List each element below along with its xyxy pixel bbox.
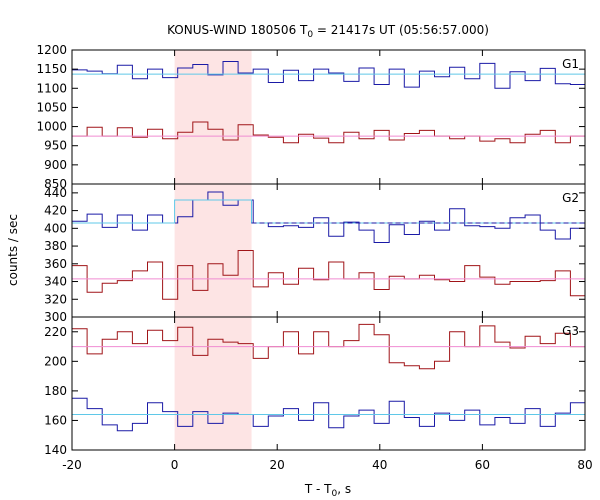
y-tick-label-g2-420: 420 — [44, 204, 67, 218]
y-tick-label-g1-1000: 1000 — [36, 120, 67, 134]
series-g1-blue-0 — [72, 61, 585, 89]
y-tick-label-g2-340: 340 — [44, 275, 67, 289]
y-tick-label-g1-1100: 1100 — [36, 81, 67, 95]
y-tick-label-g1-850: 850 — [44, 177, 67, 191]
y-tick-label-g2-300: 300 — [44, 310, 67, 324]
y-tick-label-g1-1050: 1050 — [36, 100, 67, 114]
y-tick-label-g3-140: 140 — [44, 443, 67, 457]
series-g2-red-1 — [72, 250, 585, 300]
y-tick-label-g2-400: 400 — [44, 221, 67, 235]
x-tick-label-40: 40 — [372, 458, 387, 472]
y-tick-label-g1-1150: 1150 — [36, 62, 67, 76]
panel-label-g1: G1 — [562, 57, 579, 71]
y-tick-label-g2-320: 320 — [44, 292, 67, 306]
y-axis-label: counts / sec — [6, 214, 20, 286]
series-g3-blue-1 — [72, 397, 585, 432]
chart-title: KONUS-WIND 180506 T0 = 21417s UT (05:56:… — [167, 23, 489, 40]
y-tick-label-g3-220: 220 — [44, 325, 67, 339]
x-tick-label-0: 0 — [171, 458, 179, 472]
y-tick-label-g3-200: 200 — [44, 354, 67, 368]
panel-frame-g3 — [71, 316, 586, 451]
series-g1-red-1 — [72, 121, 585, 144]
y-tick-label-g2-440: 440 — [44, 186, 67, 200]
panel-label-g2: G2 — [562, 191, 579, 205]
y-tick-label-g1-950: 950 — [44, 139, 67, 153]
x-tick-label--20: -20 — [62, 458, 82, 472]
y-tick-label-g3-180: 180 — [44, 384, 67, 398]
series-g3-red-0 — [72, 323, 585, 370]
panel-label-g3: G3 — [562, 324, 579, 338]
series-g2-blue-0 — [72, 191, 585, 243]
x-tick-label-60: 60 — [475, 458, 490, 472]
plot-area: 850 900 950 1000 1050 1100 1150 1200 G1 300 320 340… — [36, 43, 592, 472]
x-tick-label-20: 20 — [270, 458, 285, 472]
y-tick-label-g2-360: 360 — [44, 257, 67, 271]
x-axis-label: T - T0, s — [304, 482, 351, 499]
fit-line-g2-0 — [72, 199, 585, 224]
y-tick-label-g2-380: 380 — [44, 239, 67, 253]
y-tick-label-g1-1200: 1200 — [36, 43, 67, 57]
y-tick-label-g1-900: 900 — [44, 158, 67, 172]
y-tick-label-g3-160: 160 — [44, 413, 67, 427]
x-tick-label-80: 80 — [577, 458, 592, 472]
